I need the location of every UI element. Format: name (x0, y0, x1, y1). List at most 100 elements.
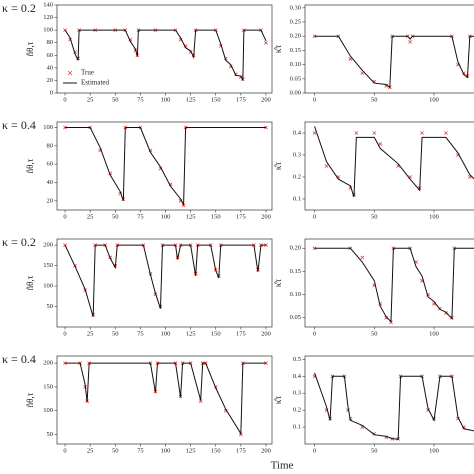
x-tick-label: 200 (261, 447, 271, 454)
x-tick-label: 50 (371, 447, 378, 454)
true-marker (378, 142, 383, 146)
y-tick-label: 80 (47, 39, 54, 46)
y-tick-label: 40 (47, 179, 54, 186)
x-tick-label: 175 (236, 213, 246, 220)
x-tick-label: 125 (186, 213, 196, 220)
y-tick-label: 20 (47, 197, 54, 204)
x-tick-label: 0 (63, 96, 66, 103)
y-tick-label: 0.1 (293, 195, 301, 202)
y-tick-label: 0.05 (290, 314, 301, 321)
plot-frame (56, 121, 273, 211)
panel-label: κ = 0.2 (2, 1, 36, 15)
y-tick-label: 0.05 (290, 75, 301, 82)
y-axis-label: n̂θ,τ (25, 275, 35, 290)
x-tick-label: 200 (261, 213, 271, 220)
estimated-line (64, 29, 267, 81)
y-tick-label: 100 (43, 27, 53, 34)
x-tick-label: 50 (112, 213, 119, 220)
x-tick-label: 0 (63, 447, 66, 454)
true-marker (372, 131, 377, 135)
x-tick-label: 25 (87, 447, 94, 454)
y-tick-label: 0.4 (293, 373, 302, 380)
true-marker (312, 246, 317, 251)
y-axis-label: κ̂τ (273, 396, 283, 405)
x-tick-label: 75 (137, 330, 144, 337)
true-marker (63, 243, 67, 248)
x-tick-label: 25 (87, 330, 94, 337)
estimated-line (314, 372, 474, 440)
x-tick-label: 100 (161, 213, 171, 220)
y-tick-label: 100 (43, 124, 53, 131)
x-tick-label: 50 (371, 96, 378, 103)
y-tick-label: 0.2 (293, 407, 301, 414)
x-tick-label: 0 (313, 447, 316, 454)
true-marker (408, 40, 412, 44)
x-tick-label: 0 (63, 213, 66, 220)
x-tick-label: 150 (211, 330, 221, 337)
true-marker (312, 131, 317, 135)
x-tick-label: 50 (112, 330, 119, 337)
true-marker (360, 255, 365, 260)
y-tick-label: 100 (43, 283, 53, 290)
estimated-line (65, 127, 266, 207)
x-tick-label: 175 (236, 96, 246, 103)
y-tick-label: 60 (47, 161, 54, 168)
y-tick-label: 0.10 (290, 291, 301, 298)
x-tick-label: 25 (87, 96, 94, 103)
x-tick-label: 100 (429, 96, 439, 103)
x-tick-label: 100 (429, 447, 439, 454)
x-tick-label: 0 (313, 96, 316, 103)
x-tick-label: 150 (211, 96, 221, 103)
true-marker (63, 125, 67, 130)
estimated-line (314, 126, 474, 197)
x-tick-label: 150 (211, 213, 221, 220)
y-tick-label: 50 (47, 303, 54, 310)
y-axis-label: κ̂τ (273, 279, 283, 288)
x-tick-label: 100 (161, 447, 171, 454)
panel-label: κ = 0.4 (2, 352, 36, 366)
x-tick-label: 50 (371, 330, 378, 337)
x-tick-label: 0 (313, 213, 316, 220)
y-tick-label: 0.4 (293, 129, 302, 136)
x-tick-label: 200 (261, 96, 271, 103)
true-marker (444, 131, 448, 135)
y-tick-label: 140 (43, 1, 53, 8)
estimated-line (314, 247, 474, 323)
panel-label: κ = 0.2 (2, 235, 36, 249)
y-tick-label: 50 (47, 431, 54, 438)
x-axis-label: Time (271, 460, 294, 472)
y-tick-label: 20 (47, 77, 54, 84)
true-marker (324, 164, 329, 168)
x-tick-label: 150 (211, 447, 221, 454)
y-tick-label: 0.2 (293, 173, 301, 180)
panel-label: κ = 0.4 (2, 118, 36, 132)
x-tick-label: 175 (236, 330, 246, 337)
y-tick-label: 0.20 (290, 245, 301, 252)
y-tick-label: 200 (43, 242, 53, 249)
legend-marker (67, 70, 73, 76)
legend-label: Estimated (81, 79, 109, 87)
y-tick-label: 0.00 (290, 89, 301, 96)
estimated-line (314, 35, 474, 89)
y-tick-label: 0.30 (290, 4, 301, 11)
plot-frame (56, 238, 273, 328)
y-tick-label: 0.5 (293, 356, 301, 363)
x-tick-label: 50 (371, 213, 378, 220)
y-tick-label: 0.20 (290, 33, 301, 40)
y-tick-label: 0.15 (290, 47, 301, 54)
y-tick-label: 40 (47, 64, 54, 71)
y-tick-label: 0 (50, 89, 53, 96)
true-marker (354, 131, 359, 135)
x-tick-label: 100 (429, 330, 439, 337)
x-tick-label: 100 (429, 213, 439, 220)
plot-frame (304, 238, 474, 328)
y-axis-label: n̂θ,τ (25, 41, 35, 56)
x-tick-label: 200 (261, 330, 271, 337)
plot-frame (304, 355, 474, 445)
y-tick-label: 0.25 (290, 19, 301, 26)
x-tick-label: 75 (137, 447, 144, 454)
x-tick-label: 100 (161, 330, 171, 337)
true-marker (264, 40, 268, 45)
x-tick-label: 0 (313, 330, 316, 337)
y-tick-label: 0.1 (293, 424, 301, 431)
